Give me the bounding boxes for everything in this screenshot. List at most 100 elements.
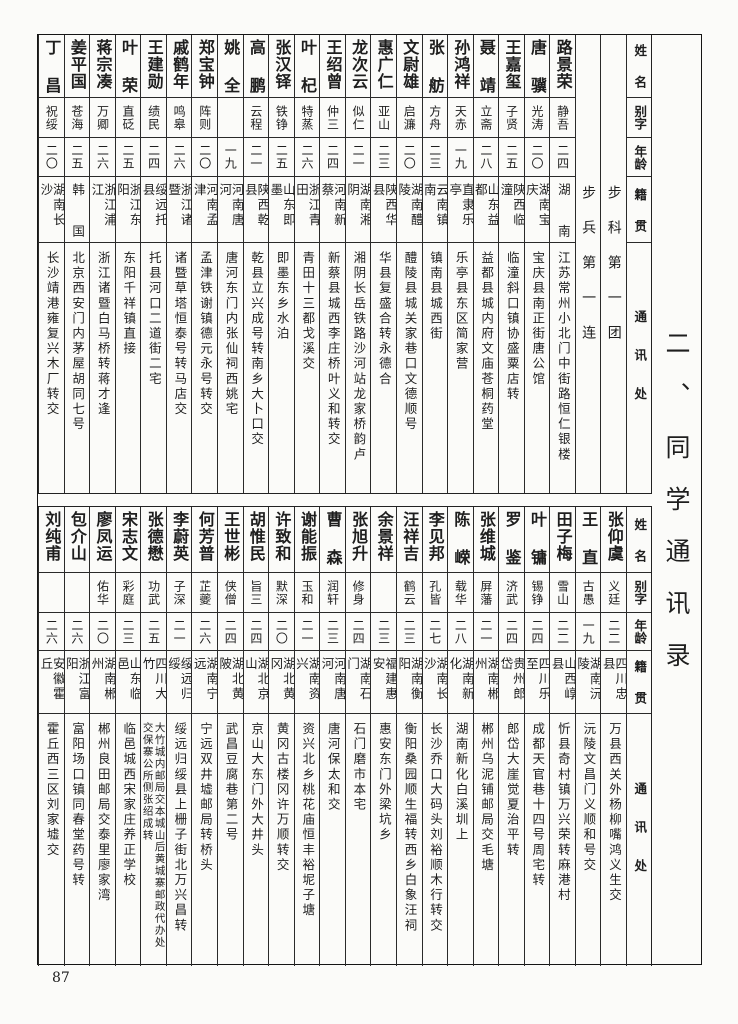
member-native-place-cell: 湖南湘阴 [344,177,371,243]
member-courtesy: 润轩 [325,579,340,606]
member-native-place-cell: 绥远归绥 [165,651,192,714]
member-name: 张维城 [476,511,496,562]
member-age: 二四 [530,618,545,645]
member-name: 郑宝钟 [195,39,215,90]
member-native-place: 浙江东阳 [115,183,141,228]
member-address: 惠安东门外梁坑乡 [376,722,392,843]
member-name-cell: 高鹏 [242,35,269,98]
member-age: 二〇 [274,618,289,645]
header-name-cell: 姓名 [626,507,651,573]
member-age-cell: 二三 [370,613,396,651]
member-age-cell: 二四 [523,613,550,651]
member-age: 二三 [427,144,442,170]
member-courtesy-cell: 义廷 [600,573,626,613]
member-name: 李见邦 [425,511,445,562]
member-address-cell: 惠安东门外梁坑乡 [370,714,396,966]
member-native-place: 四川乐至 [524,657,550,702]
member-name: 何芳普 [195,511,215,562]
member-address: 大竹城内邮局交本城山后黄城寨邮政代办处 交保寨公所侧张绍成转 [141,722,166,949]
member-courtesy-cell: 济武 [498,573,524,613]
unit-label-cell: 步兵第一连 [574,35,601,493]
member-name: 罗鉴 [502,511,522,565]
member-age: 二四 [248,618,263,645]
member-name: 叶荣 [119,39,139,93]
member-address-cell: 黄冈古楼冈许万顺转交 [268,714,294,966]
member-age-cell: 二四 [319,138,345,177]
header-age-cell: 年龄 [626,613,651,651]
member-name-cell: 唐骥 [523,35,550,98]
member-address-cell: 忻县奇村镇万兴荣转麻港村 [549,714,575,966]
member-native-place: 贵州郎岱 [498,657,524,702]
member-native-place: 山西崞县 [549,657,575,702]
member-address: 霍丘西三区刘家墟交 [44,722,60,858]
member-courtesy-cell: 直砭 [114,98,141,138]
member-age-cell: 二六 [63,613,90,651]
member-age-cell: 一九 [574,613,601,651]
member-courtesy: 阵则 [197,104,212,131]
member-age: 二七 [427,618,442,645]
member-native-place-cell: 湖北京山 [242,651,269,714]
member-courtesy-cell: 载华 [447,573,473,613]
member-address-cell: 长沙靖港雍复兴木厂转交 [38,243,64,493]
member-age-cell: 一九 [217,138,243,177]
member-name-cell: 叶杞 [293,35,320,98]
member-name-cell: 张旭升 [344,507,371,573]
member-courtesy: 鸣皋 [172,104,187,131]
member-address-cell: 郴州良田邮局交泰里廖家湾 [89,714,115,966]
member-native-place-cell: 湖南郴州 [472,651,499,714]
member-address-cell: 石门磨市本宅 [344,714,371,966]
member-courtesy-cell: 功武 [140,573,166,613]
member-age: 二一 [299,618,314,645]
member-name-cell: 刘纯甫 [38,507,64,573]
member-courtesy: 修身 [351,579,366,606]
member-native-place-cell: 湖南沅陵 [574,651,601,714]
member-native-place-cell: 河南唐河 [319,651,345,714]
member-age-cell: 二三 [114,613,141,651]
member-address: 孟津铁谢镇德元永号转交 [197,251,213,418]
member-courtesy-cell: 似仁 [344,98,371,138]
member-name: 蒋宗凑 [93,39,113,90]
member-address-cell: 醴陵县城关家巷口文德顺号 [395,243,422,493]
member-address: 绥远归绥县上栅子街北万兴昌转 [172,722,188,934]
member-native-place-cell: 湖南郴州 [89,651,115,714]
member-native-place-cell: 湖南资兴 [293,651,320,714]
member-address: 醴陵县城关家巷口文德顺号 [402,251,418,433]
member-courtesy: 苍海 [69,104,84,131]
member-courtesy: 子贤 [504,104,519,131]
member-native-place: 浙江富阳 [63,657,90,702]
member-age-cell: 二六 [165,138,192,177]
member-address: 乾县立兴成号转南乡大卜口交 [249,251,265,448]
member-name: 戚鹤年 [170,39,190,90]
member-courtesy: 芷夔 [197,579,212,606]
member-age: 一九 [581,618,596,645]
member-age-cell: 二〇 [38,138,64,177]
member-native-place: 四川忠县 [600,657,626,702]
member-name: 许致和 [272,511,292,562]
member-address-cell: 富阳场口镇同春堂药号转 [63,714,90,966]
member-courtesy: 亚山 [376,104,391,131]
header-address: 通讯处 [632,782,648,898]
member-address: 青田十三都戈溪交 [300,251,316,372]
member-courtesy: 仲三 [325,104,340,131]
member-native-place-cell: 河南唐河 [217,177,243,243]
member-native-place: 福建惠安 [370,657,396,702]
member-address-cell: 湘阴长岳铁路沙河站龙家桥韵卢 [344,243,371,493]
member-age: 二一 [248,144,263,170]
member-courtesy-cell: 孔皆 [421,573,448,613]
member-courtesy-cell: 静吾 [549,98,575,138]
member-courtesy: 侠僧 [223,579,238,606]
member-native-place: 河南唐河 [217,183,243,228]
member-age-cell: 二一 [293,613,320,651]
member-name: 曹森 [323,511,343,565]
member-native-place: 绥远归绥 [166,657,192,702]
member-courtesy-cell [63,573,90,613]
member-courtesy: 屏藩 [478,579,493,606]
member-native-place-cell: 湖南新化 [447,651,473,714]
member-native-place: 湖北黄冈 [268,657,294,702]
member-courtesy: 锡铮 [530,579,545,606]
member-courtesy: 孔皆 [427,579,442,606]
header-native-place-cell: 籍贯 [626,651,651,714]
member-address-cell: 益都县城内府文庙苍桐药堂 [472,243,499,493]
member-address-cell: 浙江诸暨白马桥转蒋才逢 [89,243,115,493]
member-native-place: 湖南宝庆 [524,183,550,228]
